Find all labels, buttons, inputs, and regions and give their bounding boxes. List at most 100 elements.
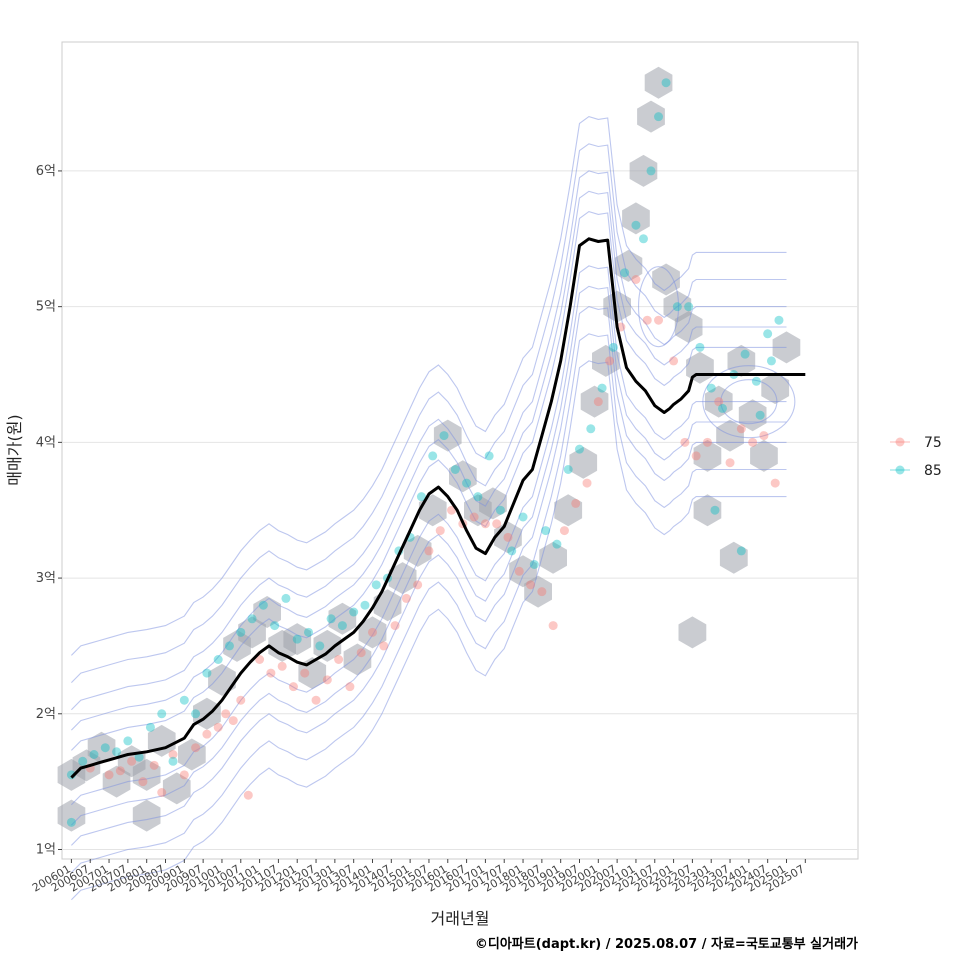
point-85: [638, 234, 648, 244]
x-tick-labels: 2006012006072007012007072008012008072009…: [30, 859, 807, 895]
point-75: [582, 478, 592, 488]
hexbin: [554, 494, 583, 527]
point-75: [702, 437, 712, 447]
point-85: [529, 560, 539, 569]
hexbin: [87, 731, 116, 764]
point-85: [258, 600, 268, 610]
hexbin: [524, 575, 552, 608]
point-85: [774, 315, 784, 325]
point-75: [322, 675, 332, 685]
point-85: [586, 424, 596, 434]
y-tick-label: 4억: [36, 435, 56, 450]
hexbin: [719, 541, 748, 574]
hexbin: [403, 534, 432, 567]
hexbin: [727, 344, 756, 377]
point-75: [654, 315, 664, 325]
source-caption: ©디아파트(dapt.kr) / 2025.08.07 / 자료=국토교통부 실…: [475, 936, 858, 952]
contour-loop: [702, 365, 796, 439]
point-85: [631, 220, 641, 230]
point-75: [424, 546, 434, 556]
point-85: [462, 478, 472, 488]
point-85: [145, 722, 155, 732]
point-85: [416, 492, 426, 502]
hexbin: [479, 487, 507, 520]
hexbin: [57, 799, 86, 832]
hexbin: [693, 439, 722, 472]
hexbin: [132, 799, 161, 832]
legend-item-85: 85: [890, 463, 942, 479]
point-75: [631, 275, 641, 284]
point-75: [104, 770, 114, 780]
hexbin: [509, 555, 537, 588]
point-75: [367, 627, 377, 637]
point-85: [710, 505, 720, 515]
trend-line-layer: [70, 237, 806, 779]
scatter-points: [66, 78, 784, 827]
point-85: [646, 166, 656, 176]
point-85: [654, 112, 664, 122]
hexbin: [693, 494, 722, 527]
point-85: [563, 465, 573, 474]
point-75: [149, 760, 159, 770]
point-85: [608, 342, 618, 352]
point-85: [507, 546, 517, 556]
hexbin: [644, 66, 673, 99]
point-85: [134, 752, 144, 762]
trend-line: [70, 237, 806, 779]
point-85: [484, 451, 494, 461]
point-75: [736, 424, 746, 434]
point-75: [514, 566, 524, 576]
point-75: [571, 498, 581, 508]
hexbin: [652, 263, 680, 296]
point-85: [89, 750, 99, 759]
point-85: [247, 614, 257, 624]
y-tick-label: 2억: [36, 707, 56, 722]
point-85: [292, 634, 302, 644]
point-85: [428, 451, 438, 461]
hexbin: [761, 372, 790, 405]
hexbin: [580, 385, 609, 418]
point-75: [559, 526, 569, 536]
legend: 75 85: [890, 435, 942, 479]
hexbin: [313, 629, 342, 662]
point-85: [191, 709, 201, 719]
contour-line: [71, 115, 787, 656]
contour-line: [71, 360, 787, 901]
point-85: [473, 492, 483, 502]
y-tick-labels: 1억 2억 3억 4억 5억 6억: [36, 164, 62, 858]
legend-key-dot-75: [895, 437, 905, 447]
point-85: [270, 621, 280, 631]
hexbin: [750, 439, 778, 472]
point-75: [492, 519, 502, 529]
point-75: [714, 397, 724, 407]
point-85: [661, 78, 671, 88]
point-85: [337, 621, 347, 631]
point-85: [236, 627, 246, 637]
point-75: [236, 695, 246, 705]
y-tick-label: 3억: [36, 571, 56, 586]
contour-line: [71, 170, 787, 711]
y-tick-label: 6억: [36, 164, 56, 179]
point-85: [763, 329, 773, 339]
point-85: [371, 580, 381, 590]
contour-loop: [720, 379, 778, 425]
contour-line: [71, 143, 787, 683]
contour-line: [71, 190, 787, 731]
hexbin: [569, 446, 598, 479]
contour-line: [71, 305, 787, 846]
hexbin: [539, 541, 567, 574]
point-75: [115, 766, 125, 776]
hexbin: [678, 616, 707, 649]
point-75: [221, 709, 231, 719]
point-85: [281, 593, 291, 603]
point-75: [266, 668, 276, 678]
hexbin: [637, 100, 665, 133]
contour-line: [71, 285, 787, 826]
point-85: [450, 465, 460, 474]
point-85: [706, 383, 716, 393]
point-75: [642, 315, 652, 325]
point-85: [123, 736, 133, 746]
point-85: [78, 756, 88, 766]
point-75: [138, 777, 148, 787]
point-75: [390, 621, 400, 631]
